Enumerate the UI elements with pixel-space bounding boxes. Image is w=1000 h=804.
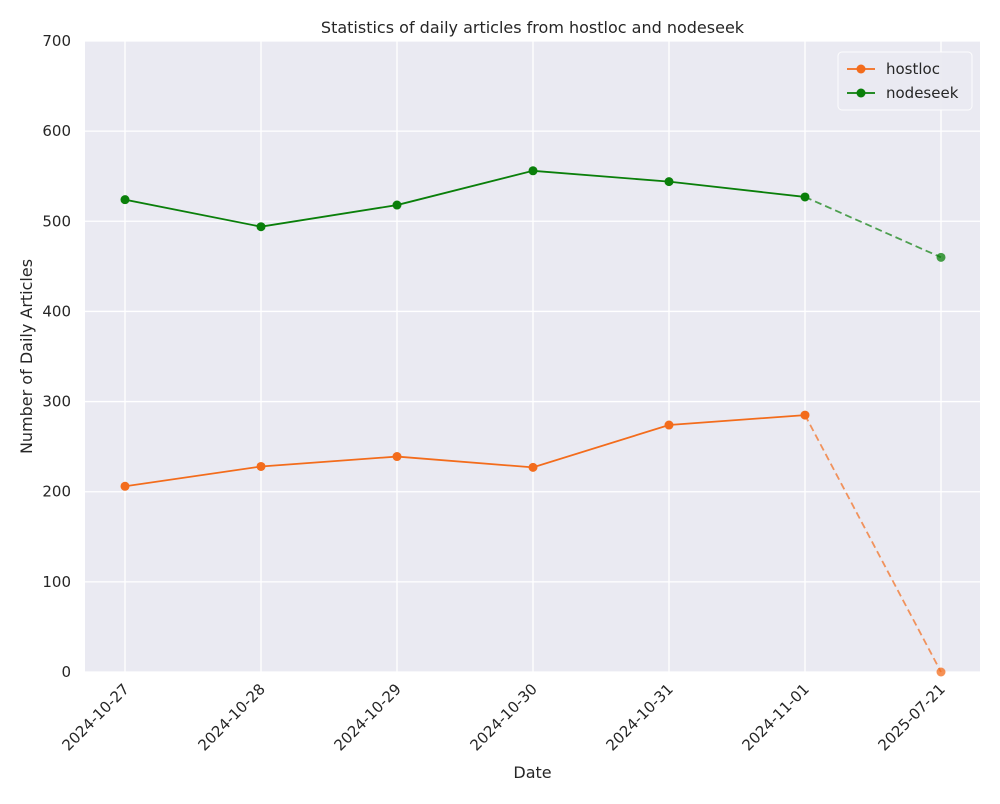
data-point-nodeseek [120, 195, 130, 205]
x-tick-label: 2024-10-30 [466, 680, 540, 754]
legend-label: hostloc [886, 60, 940, 78]
y-tick-labels: 0 100 200 300 400 500 600 700 [42, 32, 71, 681]
x-tick-labels: 2024-10-27 2024-10-28 2024-10-29 2024-10-30… [58, 680, 948, 754]
y-tick-label: 600 [42, 122, 71, 140]
x-tick-label: 2024-10-31 [602, 680, 676, 754]
series-nodeseek [120, 166, 946, 262]
data-point-nodeseek [392, 200, 402, 210]
data-point-hostloc [800, 410, 810, 420]
data-point-nodeseek [256, 222, 266, 232]
series-line-hostloc [124, 414, 806, 488]
data-point-hostloc [120, 481, 130, 491]
legend-swatch-marker [856, 88, 866, 98]
data-point-hostloc [664, 420, 674, 430]
data-point-nodeseek [800, 192, 810, 202]
legend-item-nodeseek: nodeseek [847, 84, 959, 102]
legend: hostloc nodeseek [837, 51, 973, 111]
y-tick-label: 700 [42, 32, 71, 50]
data-point-nodeseek [936, 252, 946, 262]
legend-item-hostloc: hostloc [847, 60, 940, 78]
y-tick-label: 200 [42, 483, 71, 501]
y-tick-label: 500 [42, 212, 71, 230]
grid-lines [85, 40, 980, 673]
x-tick-label: 2024-10-27 [58, 680, 132, 754]
data-point-nodeseek [664, 177, 674, 187]
series-hostloc [120, 410, 946, 677]
x-tick-label: 2025-07-21 [874, 680, 948, 754]
series-line-nodeseek [124, 169, 806, 228]
data-point-hostloc [936, 667, 946, 677]
legend-label: nodeseek [886, 84, 959, 102]
data-point-hostloc [256, 461, 266, 471]
series-projection-line-nodeseek [804, 196, 942, 259]
legend-swatch-marker [856, 64, 866, 74]
chart-title: Statistics of daily articles from hostlo… [321, 18, 745, 37]
series-lines [120, 166, 946, 677]
y-tick-label: 400 [42, 302, 71, 320]
x-tick-label: 2024-10-29 [330, 680, 404, 754]
y-tick-label: 0 [61, 663, 71, 681]
data-point-hostloc [392, 452, 402, 462]
y-axis-label: Number of Daily Articles [17, 259, 36, 454]
y-tick-label: 300 [42, 393, 71, 411]
y-tick-label: 100 [42, 573, 71, 591]
legend-box [837, 51, 973, 111]
x-axis-label: Date [513, 763, 551, 782]
x-tick-label: 2024-11-01 [738, 680, 812, 754]
data-point-hostloc [528, 462, 538, 472]
x-tick-label: 2024-10-28 [194, 680, 268, 754]
series-projection-line-hostloc [804, 414, 942, 673]
data-point-nodeseek [528, 166, 538, 176]
